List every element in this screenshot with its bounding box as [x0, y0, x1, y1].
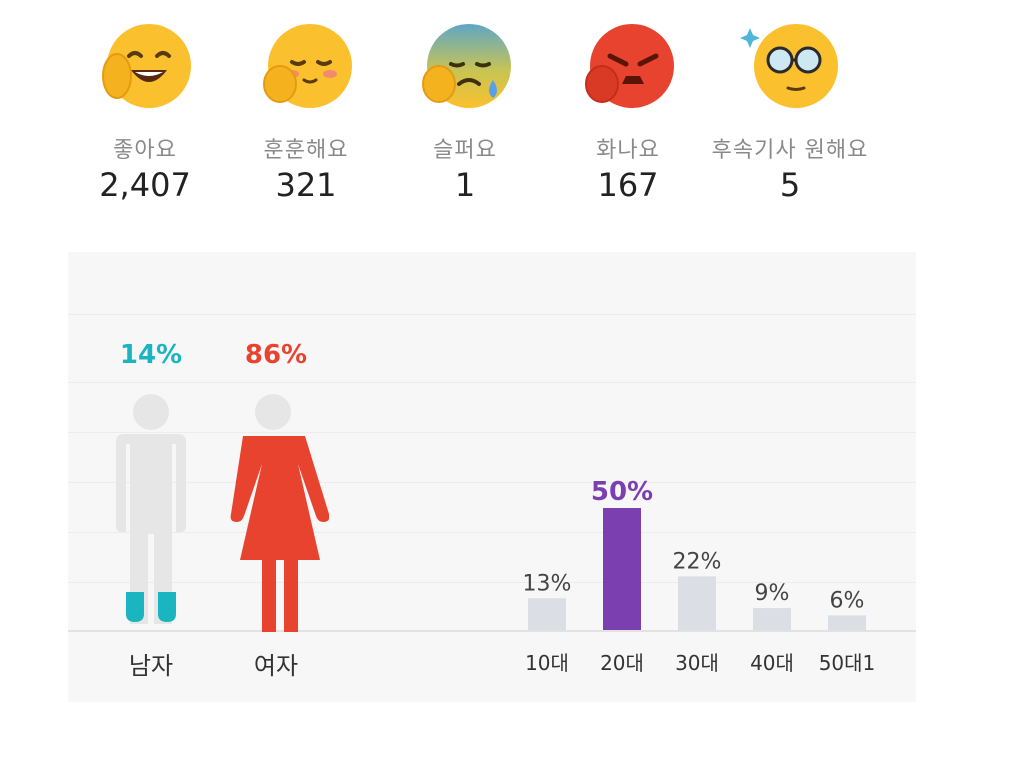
age-bar-value-label: 13%: [523, 571, 572, 596]
reaction-count: 5: [779, 166, 801, 204]
age-category-label: 20대: [600, 651, 644, 675]
reaction-warm[interactable]: 훈훈해요 321: [226, 18, 386, 218]
male-figure-icon: [116, 394, 186, 624]
sad-emoji-icon: [422, 24, 511, 108]
demographics-panel: 14% 86% 남자 여자 13% 10대 50% 20대 22% 30대 9% 40대 6% 5…: [68, 252, 916, 702]
age-bar-chart: 13% 10대 50% 20대 22% 30대 9% 40대 6% 50대1: [523, 477, 876, 675]
age-bar-value-label: 22%: [673, 549, 722, 574]
reaction-sad[interactable]: 슬퍼요 1: [385, 18, 545, 218]
reaction-angry[interactable]: 화나요 167: [548, 18, 708, 218]
chart-baseline: [68, 630, 916, 632]
reaction-follow-up[interactable]: 후속기사 원해요 5: [710, 18, 870, 218]
age-bar: [753, 608, 791, 630]
age-bar: [603, 508, 641, 630]
reaction-bar: 좋아요 2,407 훈훈해요 321: [0, 0, 1024, 240]
glasses-emoji-icon: [740, 24, 838, 108]
blushing-emoji-icon: [263, 24, 352, 108]
reaction-label: 화나요: [596, 138, 660, 163]
age-bar-value-label: 9%: [755, 581, 790, 606]
age-category-label: 40대: [750, 651, 794, 675]
female-label: 여자: [253, 652, 299, 680]
age-bar-value-label: 6%: [830, 588, 865, 613]
reaction-label: 후속기사 원해요: [711, 138, 869, 163]
reaction-like[interactable]: 좋아요 2,407: [65, 18, 225, 218]
male-label: 남자: [128, 652, 174, 680]
grid-line: [68, 314, 916, 315]
age-category-label: 10대: [525, 651, 569, 675]
reaction-label: 슬퍼요: [433, 138, 497, 163]
grid-line: [68, 482, 916, 483]
female-figure-icon: [230, 394, 329, 632]
grid-line: [68, 382, 916, 383]
grid-line: [68, 582, 916, 583]
age-bar: [828, 615, 866, 630]
reaction-count: 2,407: [99, 166, 191, 204]
female-percent-label: 86%: [244, 340, 308, 370]
age-bar-value-label: 50%: [591, 477, 653, 507]
grid-line: [68, 432, 916, 433]
age-bar: [678, 576, 716, 630]
reaction-count: 167: [597, 166, 659, 204]
grid-line: [68, 532, 916, 533]
age-bar: [528, 598, 566, 630]
laughing-emoji-icon: [102, 24, 191, 108]
reaction-label: 훈훈해요: [263, 138, 349, 163]
reaction-count: 321: [275, 166, 337, 204]
angry-emoji-icon: [585, 24, 674, 108]
age-category-label: 30대: [675, 651, 719, 675]
reaction-count: 1: [454, 166, 476, 204]
reaction-label: 좋아요: [113, 138, 177, 163]
age-category-label: 50대1: [819, 651, 876, 675]
male-percent-label: 14%: [119, 340, 183, 370]
